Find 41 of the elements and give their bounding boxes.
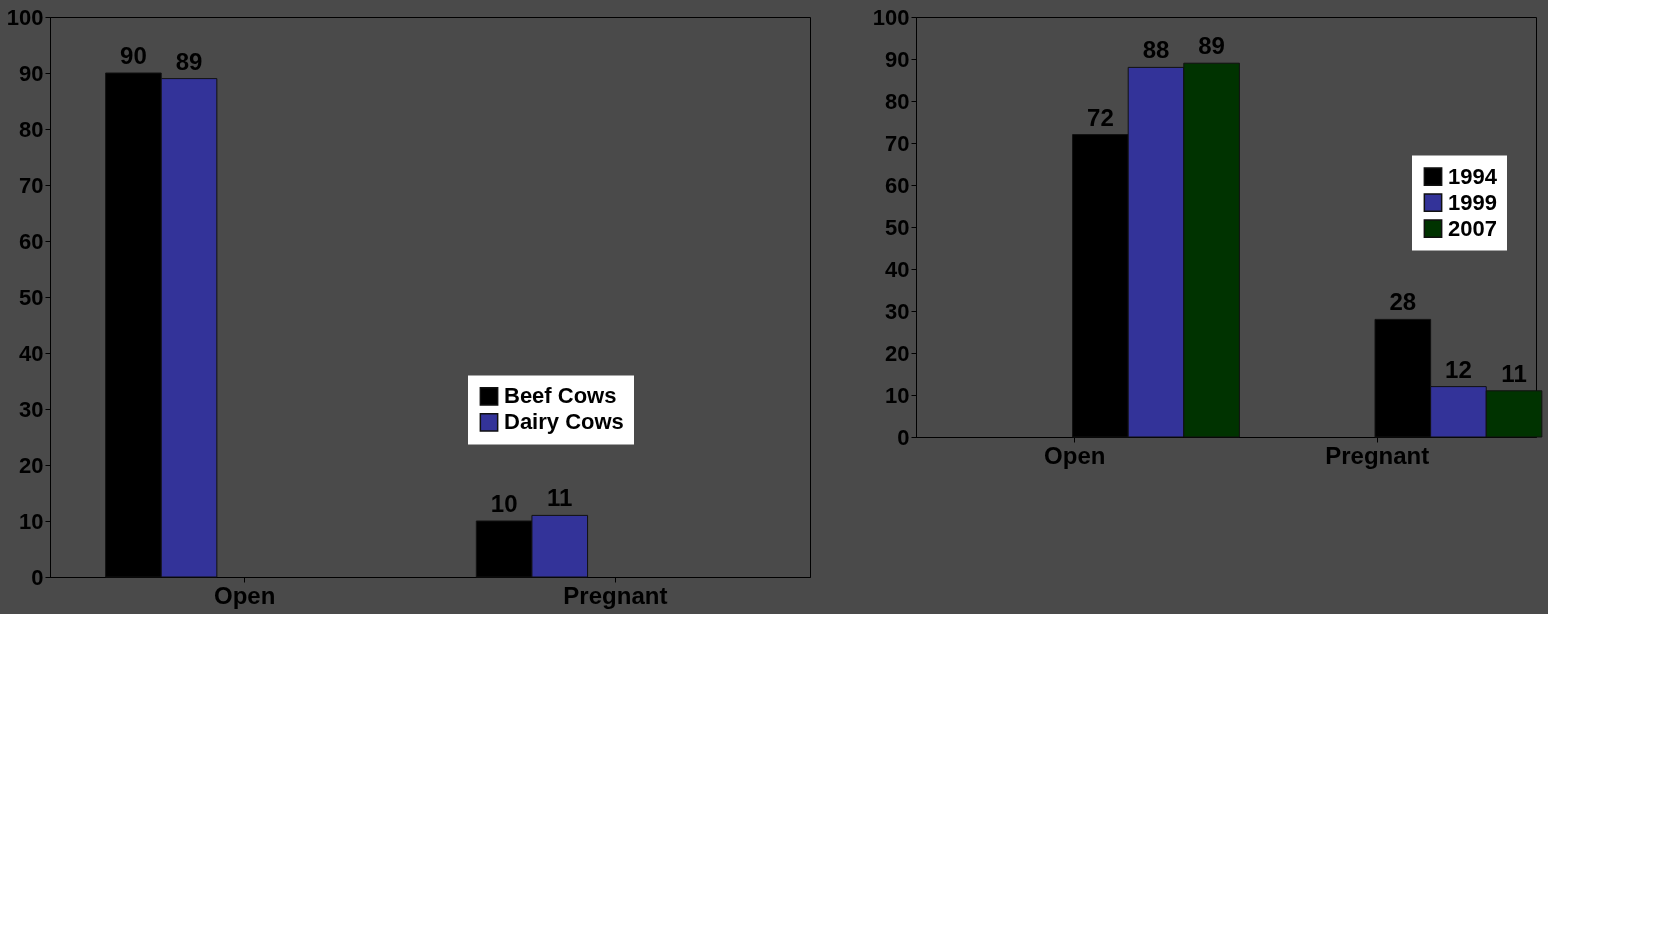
x-tick-label: Open [213, 581, 276, 609]
y-tick-label: 0 [31, 564, 44, 590]
y-tick-label: 30 [19, 396, 44, 422]
y-tick-label: 60 [19, 228, 44, 254]
y-tick-label: 80 [885, 88, 910, 114]
y-tick-label: 20 [885, 340, 910, 366]
data-label: 89 [1198, 32, 1225, 60]
y-tick-label: 40 [19, 340, 44, 366]
legend-label: 2007 [1448, 215, 1497, 241]
y-tick-label: 70 [19, 172, 44, 198]
y-tick-label: 60 [885, 172, 910, 198]
legend-label: 1999 [1448, 189, 1497, 215]
legend-label: Beef Cows [504, 383, 617, 409]
y-tick-label: 100 [872, 4, 910, 30]
y-tick-label: 30 [885, 298, 910, 324]
y-tick-label: 10 [19, 508, 44, 534]
x-tick-label: Pregnant [563, 581, 668, 609]
legend-label: 1994 [1448, 163, 1498, 189]
y-tick-label: 0 [897, 424, 910, 450]
y-tick-label: 20 [19, 452, 44, 478]
y-tick-label: 50 [885, 214, 910, 240]
data-label: 28 [1389, 288, 1417, 316]
data-label: 11 [547, 484, 573, 512]
data-label: 12 [1445, 355, 1472, 383]
y-tick-label: 10 [885, 382, 910, 408]
data-label: 89 [175, 47, 203, 75]
y-tick-label: 90 [885, 46, 910, 72]
data-label: 90 [120, 42, 147, 69]
data-label: 10 [490, 490, 518, 517]
x-tick-label: Open [1044, 441, 1106, 469]
legend-label: Dairy Cows [504, 409, 624, 435]
data-label: 11 [1501, 359, 1527, 387]
y-tick-label: 40 [885, 256, 910, 282]
y-tick-label: 70 [885, 130, 910, 156]
y-tick-label: 50 [19, 284, 44, 310]
data-label: 72 [1087, 103, 1114, 131]
y-tick-label: 80 [19, 116, 44, 142]
data-label: 88 [1142, 36, 1170, 64]
y-tick-label: 90 [19, 60, 44, 86]
y-tick-label: 100 [6, 4, 44, 30]
x-tick-label: Pregnant [1325, 441, 1430, 469]
